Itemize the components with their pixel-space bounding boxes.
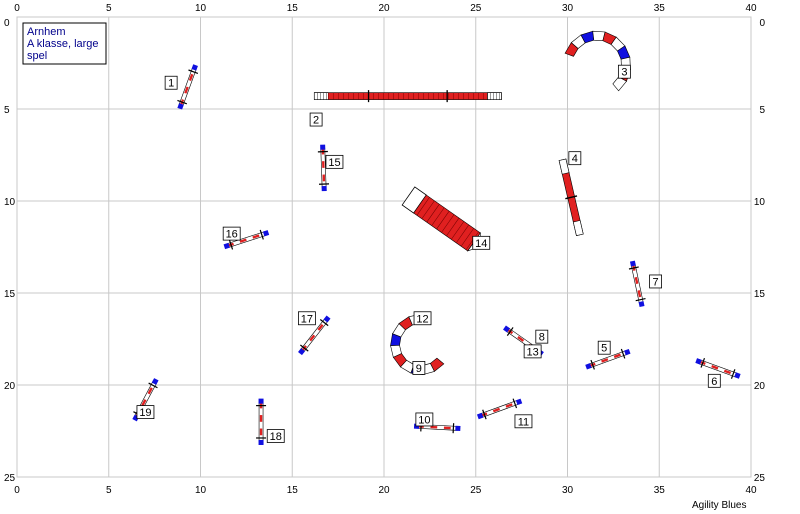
obstacle-number-10: 10 bbox=[415, 412, 434, 426]
svg-text:14: 14 bbox=[475, 238, 487, 250]
x-tick-label-bottom: 10 bbox=[195, 485, 207, 496]
x-tick-label-bottom: 15 bbox=[287, 485, 299, 496]
x-tick-label-bottom: 25 bbox=[470, 485, 482, 496]
svg-text:12: 12 bbox=[416, 313, 428, 325]
course-title-line-1: Arnhem bbox=[27, 26, 66, 38]
y-tick-label-left: 0 bbox=[4, 18, 10, 29]
x-tick-label-top: 10 bbox=[195, 3, 207, 14]
obstacle-number-7: 7 bbox=[649, 274, 662, 288]
jump-obstacle-16 bbox=[223, 229, 270, 250]
obstacle-number-4: 4 bbox=[568, 151, 582, 165]
y-tick-label-left: 20 bbox=[4, 381, 16, 392]
svg-text:13: 13 bbox=[527, 346, 539, 358]
svg-text:1: 1 bbox=[168, 78, 174, 90]
svg-text:18: 18 bbox=[270, 431, 282, 443]
credit-label: Agility Blues bbox=[692, 500, 746, 511]
tunnel-obstacle-3 bbox=[564, 30, 631, 92]
jump-obstacle-11 bbox=[476, 398, 523, 420]
obstacle-number-11: 11 bbox=[514, 414, 533, 428]
obstacle-number-9: 9 bbox=[412, 361, 426, 375]
svg-text:17: 17 bbox=[301, 313, 313, 325]
svg-text:11: 11 bbox=[518, 416, 529, 428]
y-tick-label-right: 20 bbox=[754, 381, 766, 392]
x-tick-label-top: 5 bbox=[106, 3, 112, 14]
obstacle-number-2: 2 bbox=[309, 112, 323, 127]
obstacles-layer bbox=[132, 30, 741, 445]
obstacle-number-3: 3 bbox=[617, 64, 631, 79]
x-tick-label-top: 0 bbox=[14, 3, 20, 14]
obstacle-number-8: 8 bbox=[535, 329, 549, 344]
svg-text:8: 8 bbox=[539, 332, 545, 344]
course-title-line-3: spel bbox=[27, 50, 47, 62]
svg-text:4: 4 bbox=[572, 153, 578, 165]
obstacle-number-18: 18 bbox=[266, 429, 285, 443]
y-tick-label-left: 5 bbox=[4, 105, 10, 116]
jump-obstacle-7 bbox=[628, 260, 646, 307]
x-tick-label-bottom: 30 bbox=[562, 485, 574, 496]
jump-obstacle-6 bbox=[695, 358, 741, 379]
obstacle-number-12: 12 bbox=[413, 311, 432, 325]
obstacle-number-1: 1 bbox=[164, 75, 178, 90]
svg-text:3: 3 bbox=[621, 67, 627, 79]
y-tick-label-left: 25 bbox=[4, 473, 16, 484]
jump-obstacle-17 bbox=[298, 315, 331, 356]
chute-obstacle-14 bbox=[401, 186, 481, 252]
jump-obstacle-5 bbox=[585, 348, 631, 370]
x-tick-label-top: 15 bbox=[287, 3, 299, 14]
x-tick-label-top: 35 bbox=[654, 3, 666, 14]
obstacle-number-16: 16 bbox=[222, 226, 241, 241]
obstacle-number-15: 15 bbox=[325, 154, 344, 169]
y-tick-label-right: 15 bbox=[754, 289, 766, 300]
x-tick-label-top: 25 bbox=[470, 3, 482, 14]
x-tick-label-bottom: 5 bbox=[106, 485, 112, 496]
y-tick-label-right: 5 bbox=[759, 105, 765, 116]
course-info-box: Arnhem A klasse, large spel bbox=[22, 22, 107, 65]
x-tick-label-top: 20 bbox=[378, 3, 390, 14]
svg-text:10: 10 bbox=[418, 414, 430, 426]
svg-text:7: 7 bbox=[653, 276, 659, 288]
obstacle-number-13: 13 bbox=[523, 344, 542, 358]
svg-text:5: 5 bbox=[601, 343, 607, 355]
x-tick-label-bottom: 20 bbox=[378, 485, 390, 496]
y-tick-label-left: 15 bbox=[4, 289, 16, 300]
svg-text:2: 2 bbox=[313, 115, 319, 127]
obstacle-number-5: 5 bbox=[597, 340, 611, 355]
dogwalk-obstacle-2 bbox=[313, 90, 502, 103]
svg-text:9: 9 bbox=[416, 363, 422, 375]
jump-obstacle-15 bbox=[317, 144, 330, 192]
obstacle-number-14: 14 bbox=[472, 235, 491, 250]
jump-obstacle-1 bbox=[177, 64, 199, 110]
x-tick-label-bottom: 35 bbox=[654, 485, 666, 496]
svg-text:6: 6 bbox=[711, 376, 717, 388]
x-tick-label-top: 40 bbox=[745, 3, 757, 14]
y-tick-label-right: 0 bbox=[759, 18, 765, 29]
jump-obstacle-18 bbox=[256, 398, 267, 445]
svg-text:19: 19 bbox=[139, 407, 151, 419]
svg-text:16: 16 bbox=[226, 229, 238, 241]
x-tick-label-top: 30 bbox=[562, 3, 574, 14]
svg-text:15: 15 bbox=[328, 157, 340, 169]
y-tick-label-right: 25 bbox=[754, 473, 766, 484]
obstacle-number-17: 17 bbox=[298, 311, 316, 325]
obstacle-number-19: 19 bbox=[136, 405, 155, 419]
seesaw-obstacle-4 bbox=[558, 158, 584, 237]
course-title-line-2: A klasse, large bbox=[27, 38, 99, 50]
y-tick-label-right: 10 bbox=[754, 197, 766, 208]
y-tick-label-left: 10 bbox=[4, 197, 16, 208]
x-tick-label-bottom: 0 bbox=[14, 485, 20, 496]
obstacle-number-6: 6 bbox=[707, 373, 721, 388]
grid-layer bbox=[16, 16, 752, 478]
x-tick-label-bottom: 40 bbox=[745, 485, 757, 496]
